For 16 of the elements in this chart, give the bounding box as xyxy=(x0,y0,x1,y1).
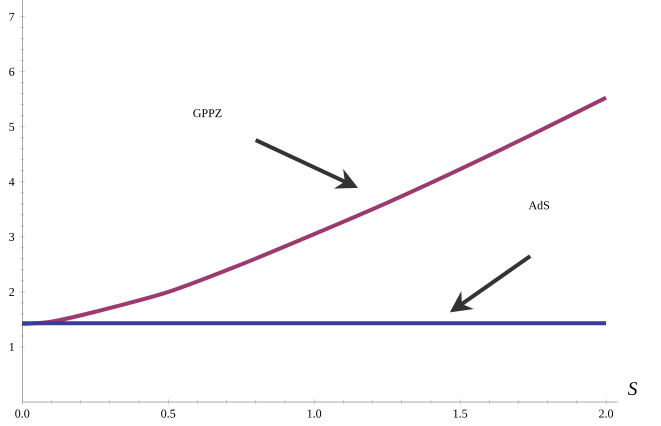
line-series xyxy=(20,96,608,326)
x-tick-label: 1.5 xyxy=(454,410,468,418)
x-tick-label: 0.0 xyxy=(15,410,30,418)
annotation: GPPZ xyxy=(193,109,222,118)
y-tick-label: 1 xyxy=(10,343,14,351)
y-tick-label: 2 xyxy=(9,288,14,296)
x-axis-title: S xyxy=(628,382,638,396)
y-tick-label: 4 xyxy=(8,178,15,186)
y-tick-label: 6 xyxy=(9,68,14,76)
x-tick-label: 0.5 xyxy=(161,410,176,418)
x-tick-label: 2.0 xyxy=(599,410,614,418)
x-tick-label: 1.0 xyxy=(308,410,322,418)
y-tick-label: 7 xyxy=(10,12,14,21)
y-tick-label: 3 xyxy=(9,232,14,241)
annotation: AdS xyxy=(528,200,550,210)
y-tick-label: 5 xyxy=(9,122,14,131)
